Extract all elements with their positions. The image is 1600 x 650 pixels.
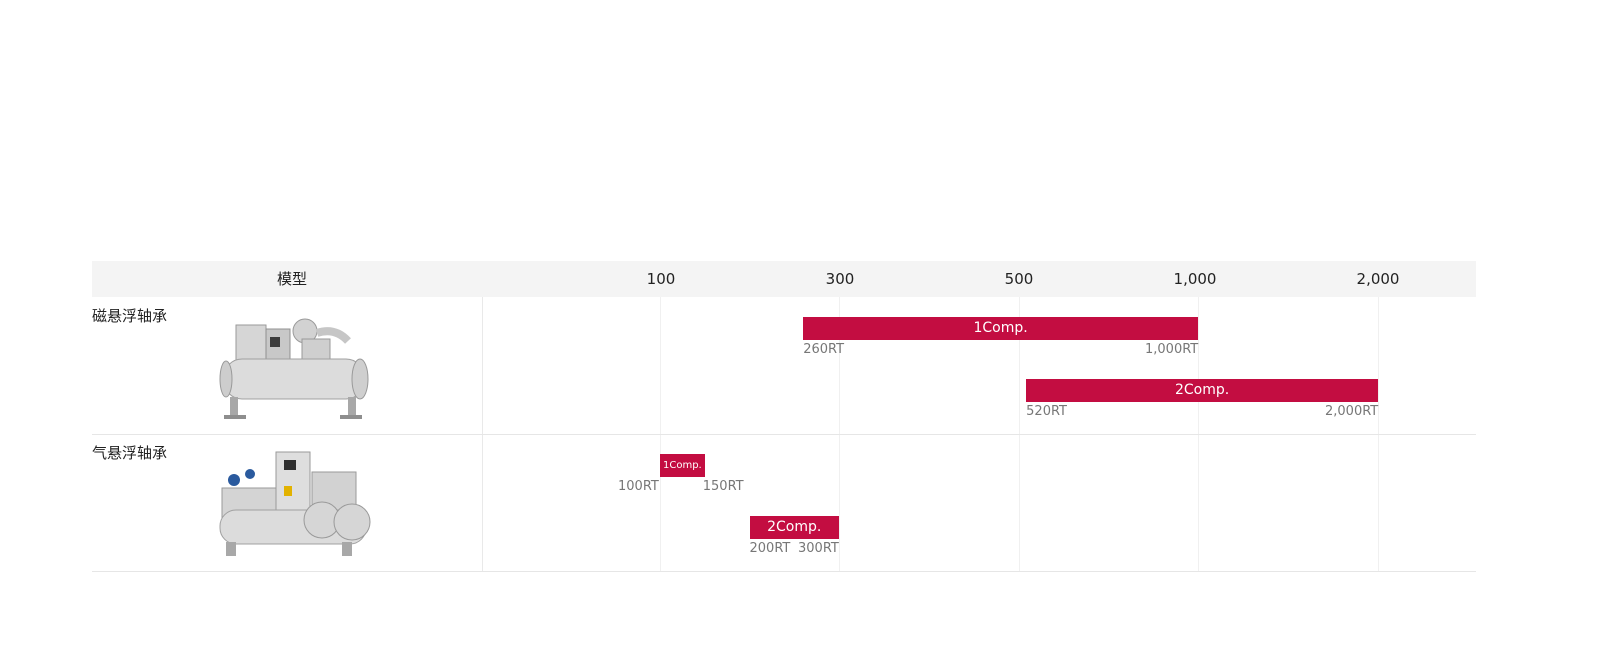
range-max-label: 300RT xyxy=(798,541,839,556)
range-bar-2-1: 1Comp. xyxy=(660,454,705,477)
tick-label-1000: 1,000 xyxy=(1173,270,1217,288)
range-max-label: 1,000RT xyxy=(1145,342,1199,357)
range-bar-2-2: 2Comp. xyxy=(749,516,839,539)
table-row-magnetic: 磁悬浮轴承 xyxy=(92,297,1476,435)
range-bar-1-1: 1Comp. xyxy=(803,317,1198,340)
magnetic-bearing-chiller-image xyxy=(219,318,369,419)
range-bar-1-2: 2Comp. xyxy=(1026,379,1378,402)
range-min-label: 200RT xyxy=(749,541,791,556)
capacity-range-chart: 模型 100 300 500 1,000 2,000 磁悬浮轴承 xyxy=(92,261,1476,572)
row-label-magnetic: 磁悬浮轴承 xyxy=(92,307,168,325)
tick-label-500: 500 xyxy=(1004,270,1034,288)
row-label-gas: 气悬浮轴承 xyxy=(92,444,168,462)
range-max-label: 150RT xyxy=(702,479,744,494)
tick-label-2000: 2,000 xyxy=(1356,270,1400,288)
tick-label-100: 100 xyxy=(646,270,676,288)
table-header: 模型 100 300 500 1,000 2,000 xyxy=(92,261,1476,297)
table-row-gas: 气悬浮轴承 xyxy=(92,434,1476,572)
range-min-label: 520RT xyxy=(1026,404,1067,419)
tick-label-300: 300 xyxy=(825,270,855,288)
range-min-label: 100RT xyxy=(618,479,659,494)
range-max-label: 2,000RT xyxy=(1325,404,1379,419)
header-model: 模型 xyxy=(276,270,308,288)
range-min-label: 260RT xyxy=(803,342,845,357)
gas-bearing-chiller-image xyxy=(219,451,371,556)
